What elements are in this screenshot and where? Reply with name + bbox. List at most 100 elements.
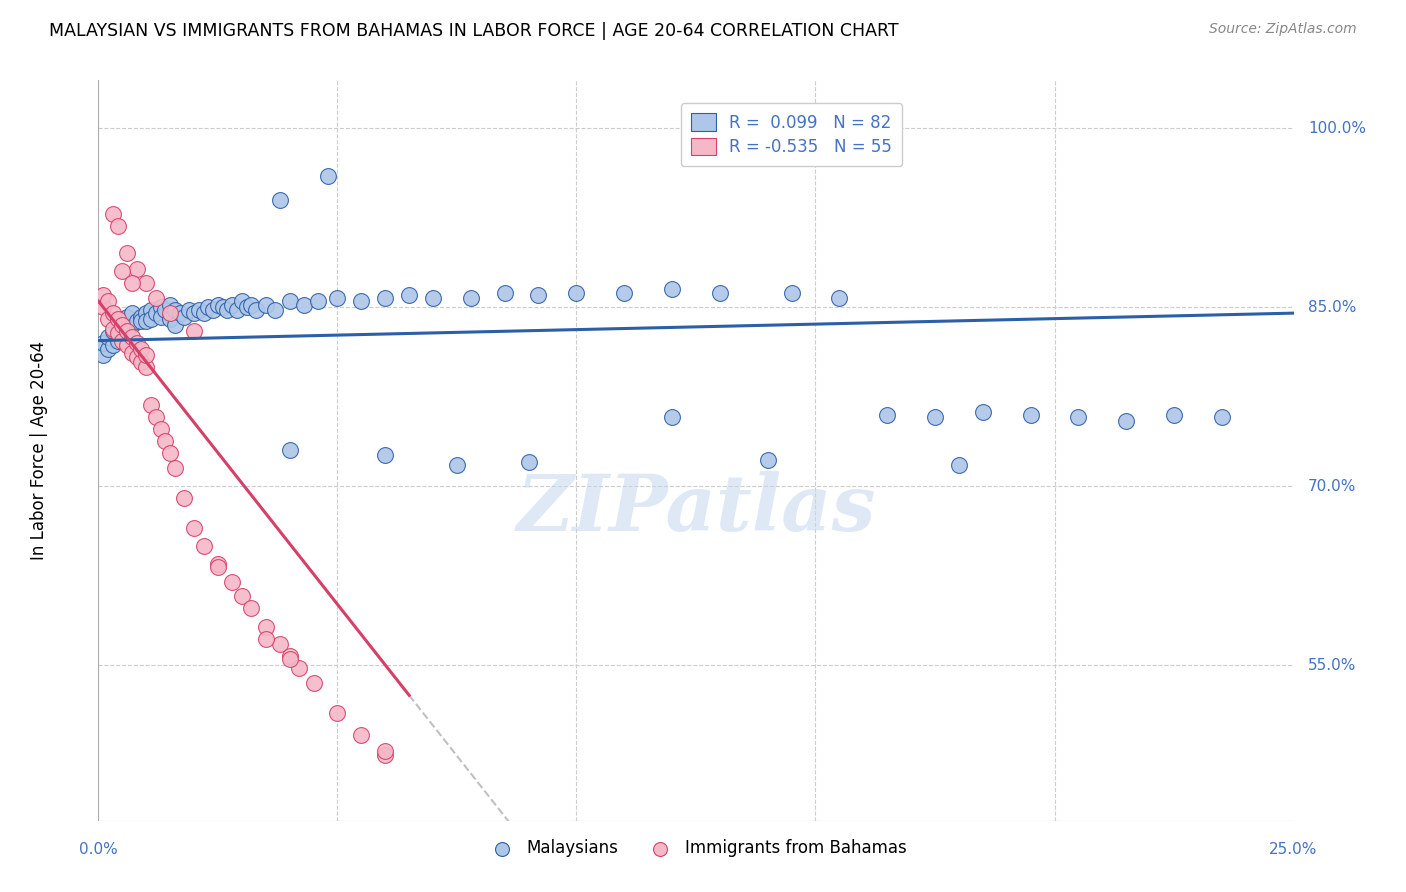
Text: 55.0%: 55.0% [1308,658,1357,673]
Point [173,310,195,324]
Point [121,306,143,320]
Point [149,422,172,436]
Point [139,398,162,412]
Point [145,291,167,305]
Point [135,277,157,291]
Point [159,306,181,320]
Point [374,747,396,762]
Text: 70.0%: 70.0% [1308,479,1357,494]
Point [288,661,311,675]
Point [756,453,779,467]
Point [97,294,120,309]
Point [264,302,287,317]
Point [131,314,153,328]
Point [173,491,195,506]
Point [193,539,215,553]
Point [149,300,172,314]
Point [828,291,851,305]
Point [422,291,444,305]
Point [446,458,468,472]
Point [1067,410,1090,425]
Point [240,298,263,312]
Text: Source: ZipAtlas.com: Source: ZipAtlas.com [1209,22,1357,37]
Point [125,314,148,328]
Point [121,330,143,344]
Point [135,359,157,374]
Text: 85.0%: 85.0% [1308,300,1357,315]
Point [254,298,277,312]
Point [107,334,129,348]
Point [107,312,129,326]
Point [101,338,124,352]
Point [494,285,516,300]
Point [207,557,229,571]
Point [374,448,396,462]
Point [163,318,186,332]
Point [207,298,229,312]
Point [193,306,215,320]
Point [197,300,219,314]
Text: ZIPatlas: ZIPatlas [516,472,876,548]
Point [240,601,263,615]
Point [245,302,267,317]
Point [226,302,249,317]
Point [107,318,129,332]
Point [131,355,153,369]
Point [121,318,143,332]
Point [661,282,683,296]
Point [97,342,120,356]
Point [101,306,124,320]
Text: 100.0%: 100.0% [1308,120,1365,136]
Point [709,285,731,300]
Point [517,455,540,469]
Point [948,458,970,472]
Text: 25.0%: 25.0% [1270,842,1317,857]
Point [101,321,124,335]
Point [145,410,167,425]
Point [149,310,172,324]
Point [924,410,946,425]
Point [183,324,205,338]
Point [278,648,301,663]
Point [139,302,162,317]
Point [91,300,114,314]
Point [1115,414,1137,428]
Point [278,294,301,309]
Point [135,348,157,362]
Point [155,434,177,448]
Point [125,351,148,365]
Point [254,620,277,634]
Point [97,312,120,326]
Point [145,306,167,320]
Point [217,302,239,317]
Point [231,294,253,309]
Point [326,706,349,721]
Point [374,744,396,758]
Point [101,324,124,338]
Text: MALAYSIAN VS IMMIGRANTS FROM BAHAMAS IN LABOR FORCE | AGE 20-64 CORRELATION CHAR: MALAYSIAN VS IMMIGRANTS FROM BAHAMAS IN … [49,22,898,40]
Point [111,312,134,326]
Point [269,193,291,207]
Point [97,330,120,344]
Point [163,461,186,475]
Point [163,302,186,317]
Point [326,291,349,305]
Point [131,342,153,356]
Point [111,326,134,341]
Point [211,300,233,314]
Point [278,652,301,666]
Point [307,294,329,309]
Point [111,334,134,348]
Point [183,521,205,535]
Point [278,443,301,458]
Point [1211,410,1233,425]
Point [235,300,257,314]
Point [183,306,205,320]
Point [91,348,114,362]
Point [269,637,291,651]
Point [876,408,898,422]
Point [221,574,243,589]
Point [350,294,373,309]
Point [159,298,181,312]
Point [159,446,181,460]
